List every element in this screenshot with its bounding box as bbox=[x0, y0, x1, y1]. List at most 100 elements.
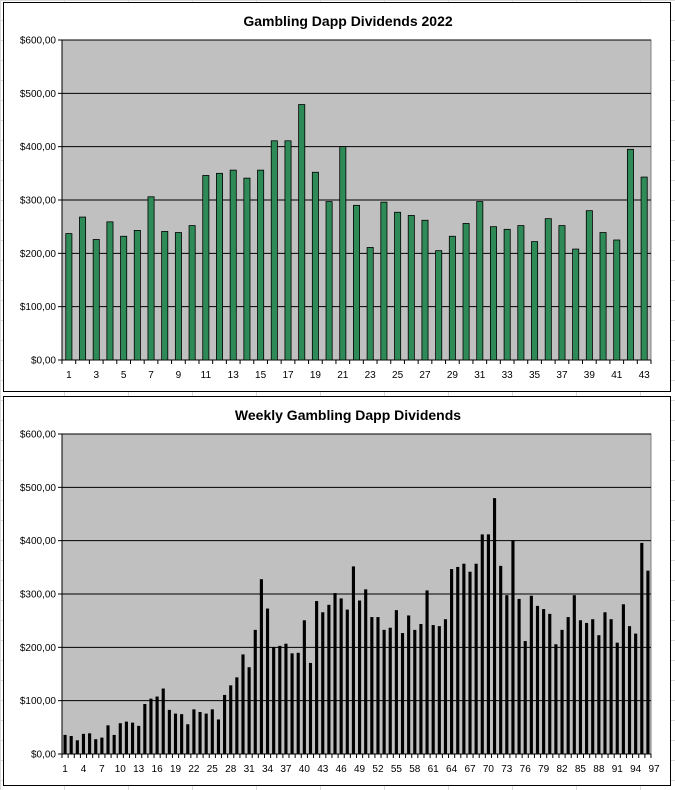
bar bbox=[229, 169, 237, 361]
bar bbox=[591, 619, 595, 755]
bar bbox=[75, 740, 79, 755]
bar bbox=[174, 232, 182, 361]
bar bbox=[480, 534, 484, 755]
bar bbox=[272, 647, 276, 755]
x-tick-label: 27 bbox=[419, 370, 431, 381]
y-tick-label: $300,00 bbox=[20, 590, 57, 601]
x-tick-label: 46 bbox=[336, 764, 348, 775]
bar bbox=[443, 619, 448, 755]
y-tick-label: $0,00 bbox=[31, 750, 56, 761]
bar bbox=[106, 725, 110, 755]
x-tick-label: 11 bbox=[201, 370, 212, 381]
bar bbox=[94, 739, 98, 755]
bar bbox=[130, 722, 135, 755]
bar bbox=[120, 235, 128, 361]
bar bbox=[572, 595, 576, 755]
x-tick-label: 43 bbox=[639, 370, 651, 381]
bar bbox=[173, 713, 178, 755]
x-tick-label: 58 bbox=[409, 764, 421, 775]
x-tick-label: 23 bbox=[365, 370, 377, 381]
bar bbox=[147, 196, 155, 361]
bar bbox=[421, 219, 429, 361]
bar bbox=[112, 734, 116, 755]
bar bbox=[284, 643, 288, 755]
x-tick-label: 29 bbox=[447, 370, 459, 381]
x-tick-label: 70 bbox=[483, 764, 495, 775]
bar bbox=[302, 620, 306, 755]
bar bbox=[585, 210, 593, 361]
x-tick-label: 15 bbox=[255, 370, 267, 381]
y-tick-label: $600,00 bbox=[20, 430, 57, 441]
bar bbox=[298, 104, 306, 361]
x-tick-label: 31 bbox=[474, 370, 486, 381]
bar bbox=[290, 653, 294, 755]
bar bbox=[489, 226, 497, 361]
bar bbox=[407, 615, 411, 755]
bar bbox=[216, 719, 221, 755]
bar bbox=[241, 654, 245, 755]
bar bbox=[558, 225, 566, 361]
bar bbox=[339, 146, 347, 361]
x-tick-label: 5 bbox=[121, 370, 127, 381]
x-tick-label: 19 bbox=[310, 370, 322, 381]
y-tick-label: $200,00 bbox=[20, 643, 57, 654]
bar bbox=[216, 172, 224, 361]
x-tick-label: 52 bbox=[372, 764, 384, 775]
x-tick-label: 55 bbox=[391, 764, 403, 775]
bar-chart-dividends-2022: Gambling Dapp Dividends 2022 $0,00 $100,00… bbox=[20, 13, 652, 381]
bar bbox=[155, 696, 159, 755]
bar bbox=[63, 734, 67, 755]
x-tick-label: 21 bbox=[337, 370, 349, 381]
bar bbox=[394, 610, 398, 755]
bar bbox=[388, 627, 392, 755]
x-tick-label: 33 bbox=[502, 370, 514, 381]
bar bbox=[351, 566, 355, 755]
bar bbox=[265, 608, 270, 755]
bar bbox=[65, 233, 73, 361]
bar bbox=[270, 140, 278, 361]
bar bbox=[535, 605, 540, 755]
x-tick-label: 76 bbox=[520, 764, 532, 775]
bar bbox=[345, 609, 349, 755]
chart-area-weekly-dividends[interactable]: Weekly Gambling Dapp Dividends $0,00 $100,… bbox=[3, 396, 671, 786]
x-tick-label: 41 bbox=[611, 370, 623, 381]
x-tick-label: 13 bbox=[228, 370, 240, 381]
x-tick-label: 37 bbox=[556, 370, 568, 381]
bar bbox=[450, 569, 454, 755]
chart-title: Weekly Gambling Dapp Dividends bbox=[235, 407, 461, 423]
bar bbox=[613, 239, 621, 361]
bar bbox=[462, 223, 470, 361]
bar bbox=[278, 645, 282, 755]
bar bbox=[627, 626, 632, 755]
bar bbox=[124, 721, 128, 755]
bar bbox=[529, 595, 533, 755]
x-tick-label: 39 bbox=[584, 370, 596, 381]
bar bbox=[646, 570, 650, 755]
bar bbox=[413, 629, 417, 755]
bar bbox=[503, 228, 511, 361]
bar bbox=[204, 713, 208, 755]
bar bbox=[247, 667, 251, 755]
bar bbox=[462, 563, 466, 755]
x-tick-label: 97 bbox=[649, 764, 661, 775]
x-tick-label: 40 bbox=[299, 764, 311, 775]
chart-area-dividends-2022[interactable]: Gambling Dapp Dividends 2022 $0,00 $100,00… bbox=[3, 2, 671, 392]
x-tick-label: 91 bbox=[612, 764, 624, 775]
y-tick-label: $100,00 bbox=[20, 302, 57, 313]
y-tick-label: $600,00 bbox=[20, 36, 57, 47]
bar bbox=[364, 589, 368, 755]
bar bbox=[640, 176, 648, 361]
bar bbox=[531, 241, 539, 361]
bar bbox=[425, 590, 429, 755]
y-tick-label: $100,00 bbox=[20, 696, 57, 707]
bar bbox=[137, 725, 141, 755]
bar bbox=[511, 540, 515, 755]
bar bbox=[517, 598, 521, 755]
x-tick-label: 79 bbox=[538, 764, 550, 775]
bar bbox=[572, 248, 580, 361]
bar bbox=[476, 201, 484, 361]
bar bbox=[253, 629, 257, 755]
bar bbox=[499, 565, 503, 755]
bar bbox=[186, 724, 190, 755]
bar bbox=[448, 235, 456, 361]
